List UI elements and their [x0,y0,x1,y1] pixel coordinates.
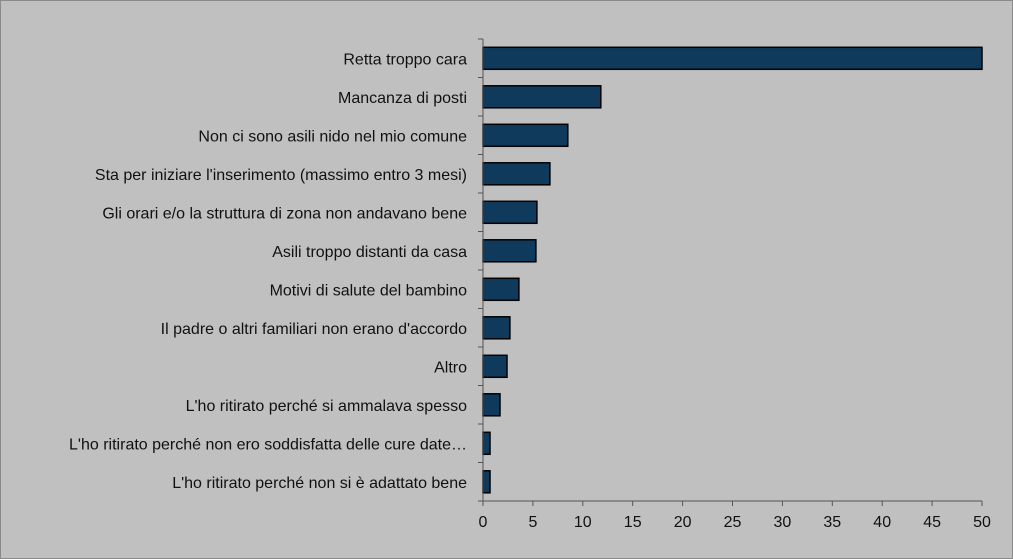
x-tick-label: 40 [873,514,891,531]
bar [482,393,501,417]
x-tick-label: 20 [674,514,692,531]
category-label: Il padre o altri familiari non erano d'a… [161,321,467,338]
category-label: L'ho ritirato perché non ero soddisfatta… [69,436,467,453]
category-label: Sta per iniziare l'inserimento (massimo … [95,167,467,184]
bar [482,277,520,302]
x-axis: 0 5 10 15 20 25 30 35 40 45 50 [478,38,991,531]
bar [482,431,491,456]
x-tick-label: 45 [923,514,941,531]
x-tick-label: 50 [973,514,991,531]
category-label: Gli orari e/o la struttura di zona non a… [102,205,467,222]
category-labels: Retta troppo cara Mancanza di posti Non ci… [69,51,468,492]
bar [482,239,537,263]
category-label: L'ho ritirato perché non si è adattato b… [172,475,467,492]
x-tick-label: 30 [774,514,792,531]
category-label: Altro [434,359,467,376]
bar [482,85,602,109]
bar [482,123,569,148]
bar [482,200,538,225]
category-label: Asili troppo distanti da casa [272,244,467,261]
x-tick-label: 10 [574,514,592,531]
x-tick-label: 35 [823,514,841,531]
x-tick-label: 25 [724,514,742,531]
bar [482,316,511,340]
category-label: Motivi di salute del bambino [270,282,468,299]
category-label: Mancanza di posti [338,90,467,107]
category-label: Non ci sono asili nido nel mio comune [198,128,467,145]
x-tick-label: 5 [528,514,537,531]
category-label: Retta troppo cara [343,51,467,68]
bar [482,354,508,379]
x-tick-label: 15 [624,514,642,531]
bar [482,46,983,71]
bar [482,470,491,494]
category-label: L'ho ritirato perché si ammalava spesso [186,398,468,415]
bar [482,162,551,186]
bars-group [482,46,983,494]
x-tick-label: 0 [479,514,488,531]
